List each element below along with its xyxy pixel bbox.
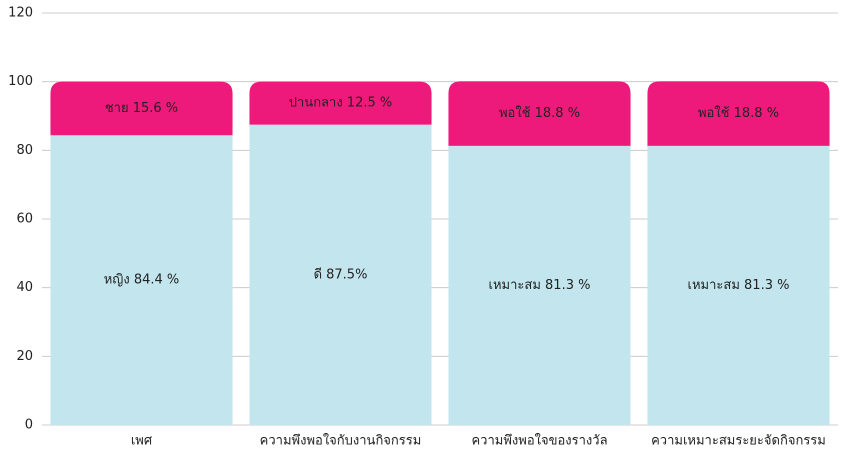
y-tick-label: 80 — [16, 143, 33, 158]
bar-segment — [50, 81, 233, 136]
bar-segment — [647, 81, 830, 146]
bar-segment — [448, 81, 631, 146]
data-label: เหมาะสม 81.3 % — [688, 278, 790, 293]
bar-segment — [448, 145, 631, 425]
y-tick-label: 0 — [25, 418, 33, 433]
data-label: ปานกลาง 12.5 % — [289, 96, 393, 111]
y-tick-label: 120 — [8, 6, 33, 21]
y-tick-label: 60 — [16, 212, 33, 227]
bar-segment — [249, 81, 432, 125]
data-label: ดี 87.5% — [314, 266, 368, 282]
y-tick-label: 100 — [8, 74, 33, 89]
data-label: ชาย 15.6 % — [105, 101, 178, 116]
bar-segment — [647, 145, 830, 425]
x-tick-label: ความเหมาะสมระยะจัดกิจกรรม — [651, 434, 826, 449]
x-tick-label: ความพึงพอใจของรางวัล — [471, 433, 607, 449]
data-label: หญิง 84.4 % — [104, 273, 180, 288]
y-tick-label: 20 — [16, 349, 33, 364]
bar-segment — [249, 124, 432, 425]
y-tick-label: 40 — [16, 280, 33, 295]
bar-segment — [50, 135, 233, 425]
data-label: เหมาะสม 81.3 % — [489, 278, 591, 293]
data-label: พอใช้ 18.8 % — [698, 105, 779, 121]
x-tick-label: ความพึงพอใจกับงานกิจกรรม — [260, 433, 422, 449]
data-label: พอใช้ 18.8 % — [499, 105, 580, 121]
x-tick-label: เพศ — [131, 434, 153, 449]
